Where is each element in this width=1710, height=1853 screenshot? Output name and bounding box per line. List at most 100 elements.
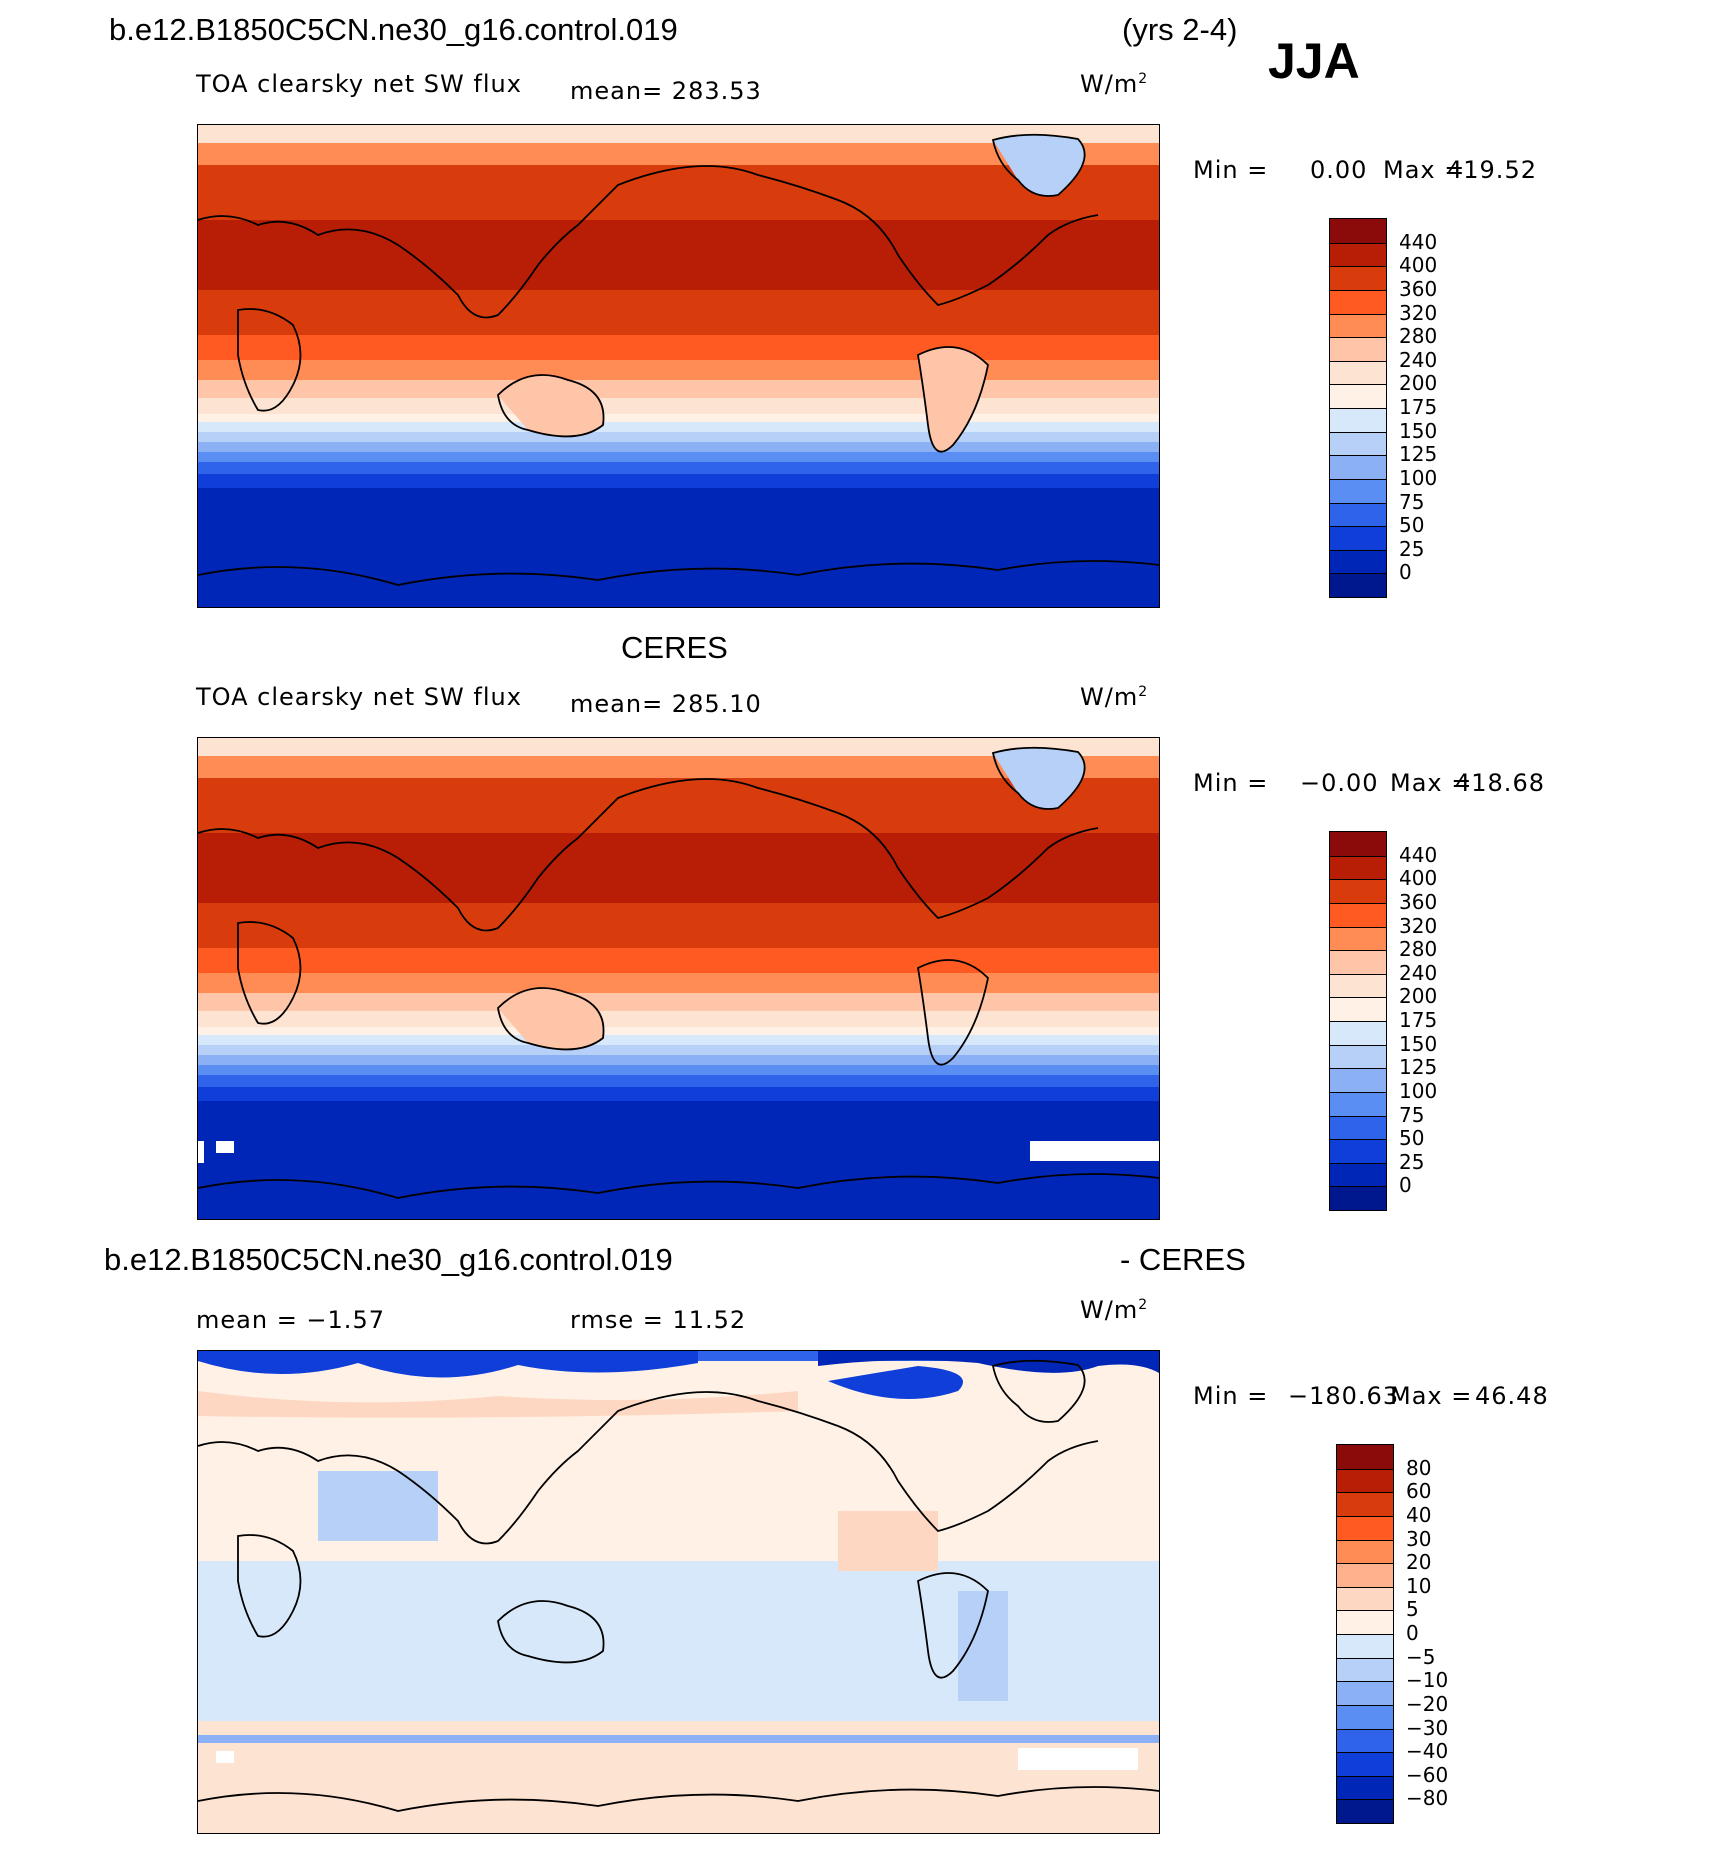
colorbar-swatch bbox=[1330, 1162, 1386, 1187]
panel3-coastlines bbox=[198, 1359, 1159, 1812]
panel1-colorbar bbox=[1329, 218, 1387, 598]
colorbar-swatch bbox=[1337, 1492, 1393, 1516]
panel3-colorbar bbox=[1336, 1444, 1394, 1824]
colorbar-swatch bbox=[1330, 1091, 1386, 1116]
panel3-min-label: Min = bbox=[1193, 1382, 1269, 1410]
colorbar-swatch bbox=[1330, 478, 1386, 503]
colorbar-tick-label: 440 bbox=[1399, 229, 1438, 254]
colorbar-tick-label: 100 bbox=[1399, 465, 1438, 490]
colorbar-tick-label: 280 bbox=[1399, 324, 1438, 349]
colorbar-swatch bbox=[1330, 855, 1386, 880]
colorbar-swatch bbox=[1337, 1752, 1393, 1776]
colorbar-tick-label: 240 bbox=[1399, 347, 1438, 372]
panel2-min-label: Min = bbox=[1193, 769, 1269, 797]
panel3-map bbox=[197, 1350, 1160, 1834]
colorbar-tick-label: 320 bbox=[1399, 913, 1438, 938]
colorbar-tick-label: 360 bbox=[1399, 276, 1438, 301]
colorbar-swatch bbox=[1330, 1044, 1386, 1069]
colorbar-tick-label: 75 bbox=[1399, 489, 1425, 514]
colorbar-tick-label: 400 bbox=[1399, 253, 1438, 278]
panel1-min-label: Min = bbox=[1193, 156, 1269, 184]
panel3-field bbox=[198, 1351, 1159, 1833]
panel1-variable: TOA clearsky net SW flux bbox=[196, 70, 522, 98]
colorbar-swatch bbox=[1337, 1704, 1393, 1729]
colorbar-swatch bbox=[1330, 455, 1386, 479]
panel1-map bbox=[197, 124, 1160, 608]
colorbar-swatch bbox=[1330, 313, 1386, 338]
panel1-min-value: 0.00 bbox=[1310, 156, 1368, 184]
season-label: JJA bbox=[1268, 33, 1360, 89]
colorbar-swatch bbox=[1337, 1468, 1393, 1493]
colorbar-tick-label: 240 bbox=[1399, 960, 1438, 985]
colorbar-tick-label: 40 bbox=[1406, 1502, 1432, 1527]
colorbar-tick-label: 0 bbox=[1399, 560, 1412, 585]
colorbar-tick-label: 25 bbox=[1399, 1149, 1425, 1174]
colorbar-tick-label: 50 bbox=[1399, 513, 1425, 538]
colorbar-tick-label: 5 bbox=[1406, 1597, 1419, 1622]
colorbar-tick-label: 150 bbox=[1399, 1031, 1438, 1056]
colorbar-swatch bbox=[1330, 289, 1386, 314]
colorbar-tick-label: 125 bbox=[1399, 442, 1438, 467]
colorbar-swatch bbox=[1330, 408, 1386, 432]
colorbar-swatch bbox=[1337, 1634, 1393, 1658]
colorbar-tick-label: 75 bbox=[1399, 1102, 1425, 1127]
panel2-variable: TOA clearsky net SW flux bbox=[196, 683, 522, 711]
panel3-mean: mean = −1.57 bbox=[196, 1306, 385, 1334]
colorbar-tick-label: 0 bbox=[1399, 1173, 1412, 1198]
colorbar-tick-label: 360 bbox=[1399, 889, 1438, 914]
panel1-mean: mean= 283.53 bbox=[570, 77, 762, 105]
panel2-map bbox=[197, 737, 1160, 1220]
panel1-field bbox=[198, 125, 1159, 607]
colorbar-tick-label: 30 bbox=[1406, 1526, 1432, 1551]
colorbar-swatch bbox=[1330, 973, 1386, 998]
years-label: (yrs 2-4) bbox=[1122, 12, 1238, 47]
colorbar-swatch bbox=[1337, 1445, 1393, 1469]
panel3-max-value: 46.48 bbox=[1475, 1382, 1549, 1410]
panel2-mean: mean= 285.10 bbox=[570, 690, 762, 718]
panel3-min-value: −180.63 bbox=[1288, 1382, 1400, 1410]
panel2-units: W/m2 bbox=[1080, 683, 1149, 711]
colorbar-tick-label: 60 bbox=[1406, 1479, 1432, 1504]
colorbar-swatch bbox=[1330, 526, 1386, 550]
colorbar-swatch bbox=[1337, 1728, 1393, 1753]
panel3-title-right: - CERES bbox=[1120, 1242, 1246, 1277]
colorbar-tick-label: 440 bbox=[1399, 842, 1438, 867]
colorbar-swatch bbox=[1330, 384, 1386, 408]
panel2-coastlines bbox=[198, 746, 1159, 1199]
colorbar-tick-label: 50 bbox=[1399, 1126, 1425, 1151]
colorbar-tick-label: 0 bbox=[1406, 1621, 1419, 1645]
panel1-max-label: Max = bbox=[1383, 156, 1466, 184]
colorbar-swatch bbox=[1330, 1186, 1386, 1210]
colorbar-swatch bbox=[1337, 1657, 1393, 1682]
colorbar-tick-label: 320 bbox=[1399, 300, 1438, 325]
colorbar-tick-label: 175 bbox=[1399, 395, 1438, 419]
colorbar-tick-label: −40 bbox=[1406, 1739, 1449, 1764]
colorbar-swatch bbox=[1330, 1068, 1386, 1092]
colorbar-tick-label: 400 bbox=[1399, 866, 1438, 891]
colorbar-swatch bbox=[1337, 1539, 1393, 1564]
case-title: b.e12.B1850C5CN.ne30_g16.control.019 bbox=[109, 12, 678, 47]
colorbar-swatch bbox=[1337, 1563, 1393, 1587]
colorbar-swatch bbox=[1330, 832, 1386, 856]
panel3-units: W/m2 bbox=[1080, 1296, 1149, 1324]
colorbar-tick-label: 200 bbox=[1399, 984, 1438, 1009]
colorbar-tick-label: −5 bbox=[1406, 1644, 1436, 1669]
colorbar-tick-label: 280 bbox=[1399, 937, 1438, 962]
panel1-max-value: 419.52 bbox=[1447, 156, 1537, 184]
colorbar-swatch bbox=[1330, 1021, 1386, 1045]
colorbar-tick-label: −60 bbox=[1406, 1762, 1449, 1787]
colorbar-swatch bbox=[1330, 266, 1386, 290]
panel2-title: CERES bbox=[621, 630, 728, 665]
panel1-coastlines bbox=[198, 133, 1159, 586]
panel3-max-label: Max = bbox=[1390, 1382, 1473, 1410]
panel3-title-left: b.e12.B1850C5CN.ne30_g16.control.019 bbox=[104, 1242, 673, 1277]
colorbar-tick-label: 80 bbox=[1406, 1455, 1432, 1480]
colorbar-swatch bbox=[1337, 1799, 1393, 1823]
colorbar-tick-label: 125 bbox=[1399, 1055, 1438, 1080]
panel2-max-label: Max = bbox=[1390, 769, 1473, 797]
panel2-colorbar bbox=[1329, 831, 1387, 1211]
colorbar-tick-label: 20 bbox=[1406, 1550, 1432, 1575]
colorbar-swatch bbox=[1330, 1139, 1386, 1163]
colorbar-tick-label: 175 bbox=[1399, 1008, 1438, 1032]
colorbar-swatch bbox=[1337, 1681, 1393, 1705]
